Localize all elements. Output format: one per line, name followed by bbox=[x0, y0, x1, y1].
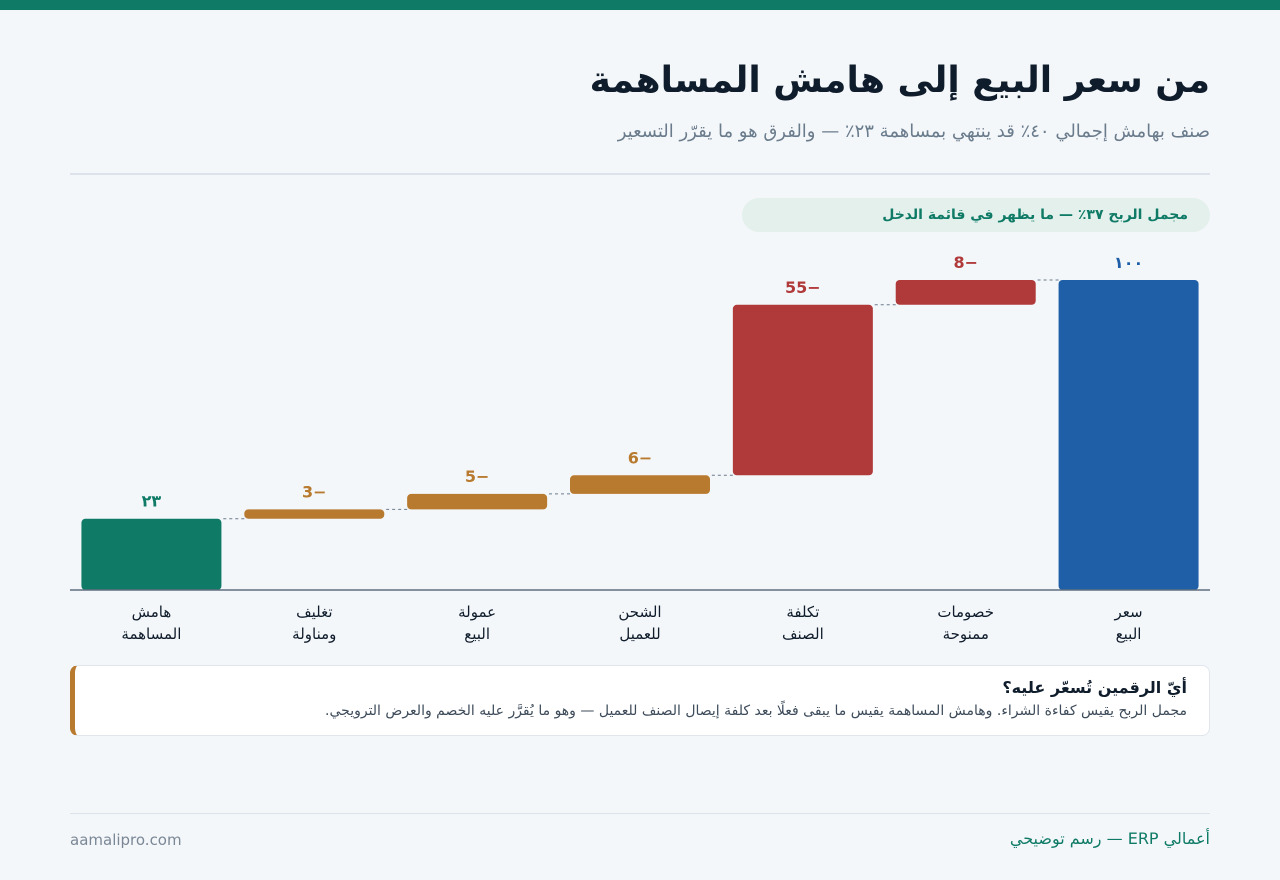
waterfall-bar bbox=[895, 280, 1036, 305]
pricing-note-body: مجمل الربح يقيس كفاءة الشراء. وهامش المس… bbox=[325, 703, 1187, 719]
category-label: البيع bbox=[464, 625, 490, 643]
category-label: ومناولة bbox=[292, 625, 336, 643]
footer-brand: أعمالي ERP — رسم توضيحي bbox=[1009, 829, 1210, 848]
value-label: −6 bbox=[628, 448, 653, 467]
waterfall-bar bbox=[81, 518, 222, 590]
waterfall-bar bbox=[1058, 280, 1199, 590]
value-label: −5 bbox=[465, 467, 490, 486]
pricing-note: أيّ الرقمين تُسعّر عليه؟ مجمل الربح يقيس… bbox=[70, 665, 1210, 736]
category-label: خصومات bbox=[937, 603, 994, 621]
category-label: ممنوحة bbox=[943, 625, 989, 643]
value-label: ١٠٠ bbox=[1114, 253, 1143, 272]
footer-site: aamalipro.com bbox=[70, 831, 182, 849]
category-label: تكلفة bbox=[786, 603, 819, 621]
category-label: للعميل bbox=[619, 625, 660, 643]
value-label: −55 bbox=[785, 278, 821, 297]
waterfall-bar bbox=[407, 493, 548, 510]
waterfall-bar bbox=[570, 475, 710, 494]
category-label: المساهمة bbox=[121, 625, 181, 643]
category-label: عمولة bbox=[458, 603, 496, 621]
category-label: تغليف bbox=[296, 603, 332, 621]
category-label: سعر bbox=[1114, 603, 1143, 621]
gross-profit-callout: مجمل الربح ٣٧٪ — ما يظهر في قائمة الدخل bbox=[742, 198, 1210, 232]
category-label: الصنف bbox=[782, 625, 824, 643]
page-subtitle: صنف بهامش إجمالي ٤٠٪ قد ينتهي بمساهمة ٢٣… bbox=[617, 121, 1210, 142]
top-accent-bar bbox=[0, 0, 1280, 10]
footer-divider bbox=[70, 813, 1210, 814]
page-title: من سعر البيع إلى هامش المساهمة bbox=[589, 60, 1210, 101]
value-label: −3 bbox=[302, 482, 327, 501]
gross-profit-callout-text: مجمل الربح ٣٧٪ — ما يظهر في قائمة الدخل bbox=[882, 207, 1188, 223]
pricing-note-title: أيّ الرقمين تُسعّر عليه؟ bbox=[1002, 678, 1187, 697]
waterfall-bar bbox=[244, 509, 385, 519]
value-label: ٢٣ bbox=[142, 492, 162, 511]
category-label: هامش bbox=[132, 603, 172, 621]
waterfall-bar bbox=[732, 304, 873, 476]
category-label: البيع bbox=[1116, 625, 1142, 643]
value-label: −8 bbox=[953, 253, 978, 272]
category-label: الشحن bbox=[618, 603, 661, 621]
header-divider bbox=[70, 173, 1210, 175]
